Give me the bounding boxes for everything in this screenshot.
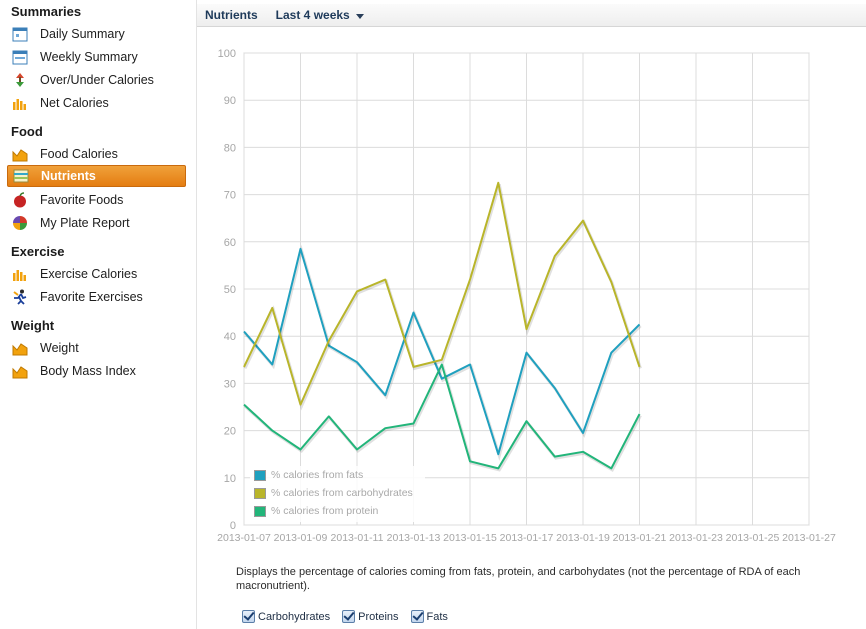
nutrients-chart-icon xyxy=(13,169,29,183)
y-tick-label: 100 xyxy=(218,48,236,60)
nav-item-weight[interactable]: Weight xyxy=(7,337,186,359)
checkbox-label: Carbohydrates xyxy=(258,610,331,623)
legend-label: % calories from protein xyxy=(271,505,379,517)
nav-item-body-mass-index[interactable]: Body Mass Index xyxy=(7,360,186,382)
bar-chart-icon xyxy=(13,270,26,281)
y-tick-label: 20 xyxy=(224,426,236,438)
apple-icon xyxy=(14,192,26,208)
section-title-exercise: Exercise xyxy=(11,244,65,259)
checkbox-label: Proteins xyxy=(358,610,399,623)
checkbox-fats[interactable]: Fats xyxy=(410,610,448,623)
legend-label: % calories from carbohydrates xyxy=(271,487,413,499)
nav-label: Exercise Calories xyxy=(40,267,138,281)
y-tick-label: 80 xyxy=(224,142,236,154)
x-tick-label: 2013-01-13 xyxy=(387,532,441,544)
legend-swatch xyxy=(254,487,266,499)
nav-item-my-plate-report[interactable]: My Plate Report xyxy=(7,212,186,234)
nav-item-nutrients[interactable]: Nutrients xyxy=(7,165,186,187)
nav-label: Over/Under Calories xyxy=(40,73,154,87)
x-tick-label: 2013-01-19 xyxy=(556,532,610,544)
area-chart-icon xyxy=(12,366,28,379)
sidebar: Summaries Daily Summary Weekly Summary O… xyxy=(0,0,197,629)
series-line-0 xyxy=(243,247,641,456)
nav-label: Weekly Summary xyxy=(40,50,138,64)
legend-swatch xyxy=(254,505,266,517)
checkbox-label: Fats xyxy=(426,610,448,623)
x-tick-label: 2013-01-21 xyxy=(613,532,667,544)
nav-label: Favorite Exercises xyxy=(40,290,143,304)
y-tick-label: 0 xyxy=(230,520,236,532)
section-title-food: Food xyxy=(11,124,43,139)
x-tick-label: 2013-01-11 xyxy=(331,532,384,544)
section-title-summaries: Summaries xyxy=(11,4,82,19)
x-tick-label: 2013-01-25 xyxy=(726,532,780,544)
nav-item-favorite-exercises[interactable]: Favorite Exercises xyxy=(7,286,186,308)
y-tick-label: 50 xyxy=(224,284,236,296)
checkbox-proteins[interactable]: Proteins xyxy=(342,610,399,623)
checkbox-checked-icon[interactable] xyxy=(410,610,424,623)
x-tick-label: 2013-01-09 xyxy=(274,532,328,544)
week-calendar-icon xyxy=(12,50,28,65)
nav-item-favorite-foods[interactable]: Favorite Foods xyxy=(7,189,186,211)
area-chart-icon xyxy=(12,149,28,162)
date-range-dropdown[interactable]: Last 4 weeks xyxy=(276,8,364,22)
section-title-weight: Weight xyxy=(11,318,55,333)
y-tick-label: 40 xyxy=(224,331,236,343)
series-toggles: Carbohydrates Proteins Fats xyxy=(242,610,460,623)
legend-swatch xyxy=(254,469,266,481)
chart-legend: % calories from fats % calories from car… xyxy=(250,466,425,522)
nav-item-food-calories[interactable]: Food Calories xyxy=(7,143,186,165)
nav-item-net-calories[interactable]: Net Calories xyxy=(7,92,186,114)
nav-item-over-under-calories[interactable]: Over/Under Calories xyxy=(7,69,186,91)
nav-item-weekly-summary[interactable]: Weekly Summary xyxy=(7,46,186,68)
chevron-down-icon xyxy=(355,13,364,19)
runner-icon xyxy=(13,289,27,305)
series-line-1 xyxy=(243,181,641,406)
legend-label: % calories from fats xyxy=(271,469,364,481)
legend-entry-fats: % calories from fats xyxy=(254,468,363,482)
nav-label: Favorite Foods xyxy=(40,193,124,207)
report-toolbar: Nutrients Last 4 weeks xyxy=(197,4,866,27)
plate-pie-icon xyxy=(13,216,27,230)
series-line-shadow xyxy=(243,183,642,411)
x-tick-label: 2013-01-15 xyxy=(443,532,497,544)
legend-entry-protein: % calories from protein xyxy=(254,504,378,518)
checkbox-carbohydrates[interactable]: Carbohydrates xyxy=(242,610,330,623)
nav-label: Weight xyxy=(40,341,79,355)
legend-entry-carbohydrates: % calories from carbohydrates xyxy=(254,486,413,500)
checkbox-checked-icon[interactable] xyxy=(242,610,255,623)
nav-item-exercise-calories[interactable]: Exercise Calories xyxy=(7,263,186,285)
x-tick-label: 2013-01-27 xyxy=(782,532,836,544)
y-tick-label: 70 xyxy=(224,190,236,202)
date-range-label: Last 4 weeks xyxy=(275,8,350,22)
checkbox-checked-icon[interactable] xyxy=(342,610,356,623)
bar-chart-icon xyxy=(13,99,26,110)
series-line-2 xyxy=(243,363,641,470)
up-down-arrows-icon xyxy=(16,73,24,87)
nav-label: My Plate Report xyxy=(40,216,130,230)
x-tick-label: 2013-01-17 xyxy=(500,532,554,544)
y-tick-label: 30 xyxy=(224,378,236,390)
chart-description: Displays the percentage of calories comi… xyxy=(236,566,801,592)
y-tick-label: 10 xyxy=(224,473,236,485)
x-tick-label: 2013-01-07 xyxy=(217,532,271,544)
nav-label: Net Calories xyxy=(40,96,109,110)
nav-label: Daily Summary xyxy=(40,27,125,41)
nav-label: Food Calories xyxy=(40,147,118,161)
nav-item-daily-summary[interactable]: Daily Summary xyxy=(7,23,186,45)
y-tick-label: 60 xyxy=(224,237,236,249)
nav-label: Nutrients xyxy=(41,169,96,183)
y-tick-label: 90 xyxy=(224,95,236,107)
x-tick-label: 2013-01-23 xyxy=(669,532,723,544)
nav-label: Body Mass Index xyxy=(40,364,136,378)
area-chart-icon xyxy=(12,343,28,356)
calendar-icon xyxy=(12,27,28,42)
report-title: Nutrients xyxy=(205,8,258,22)
